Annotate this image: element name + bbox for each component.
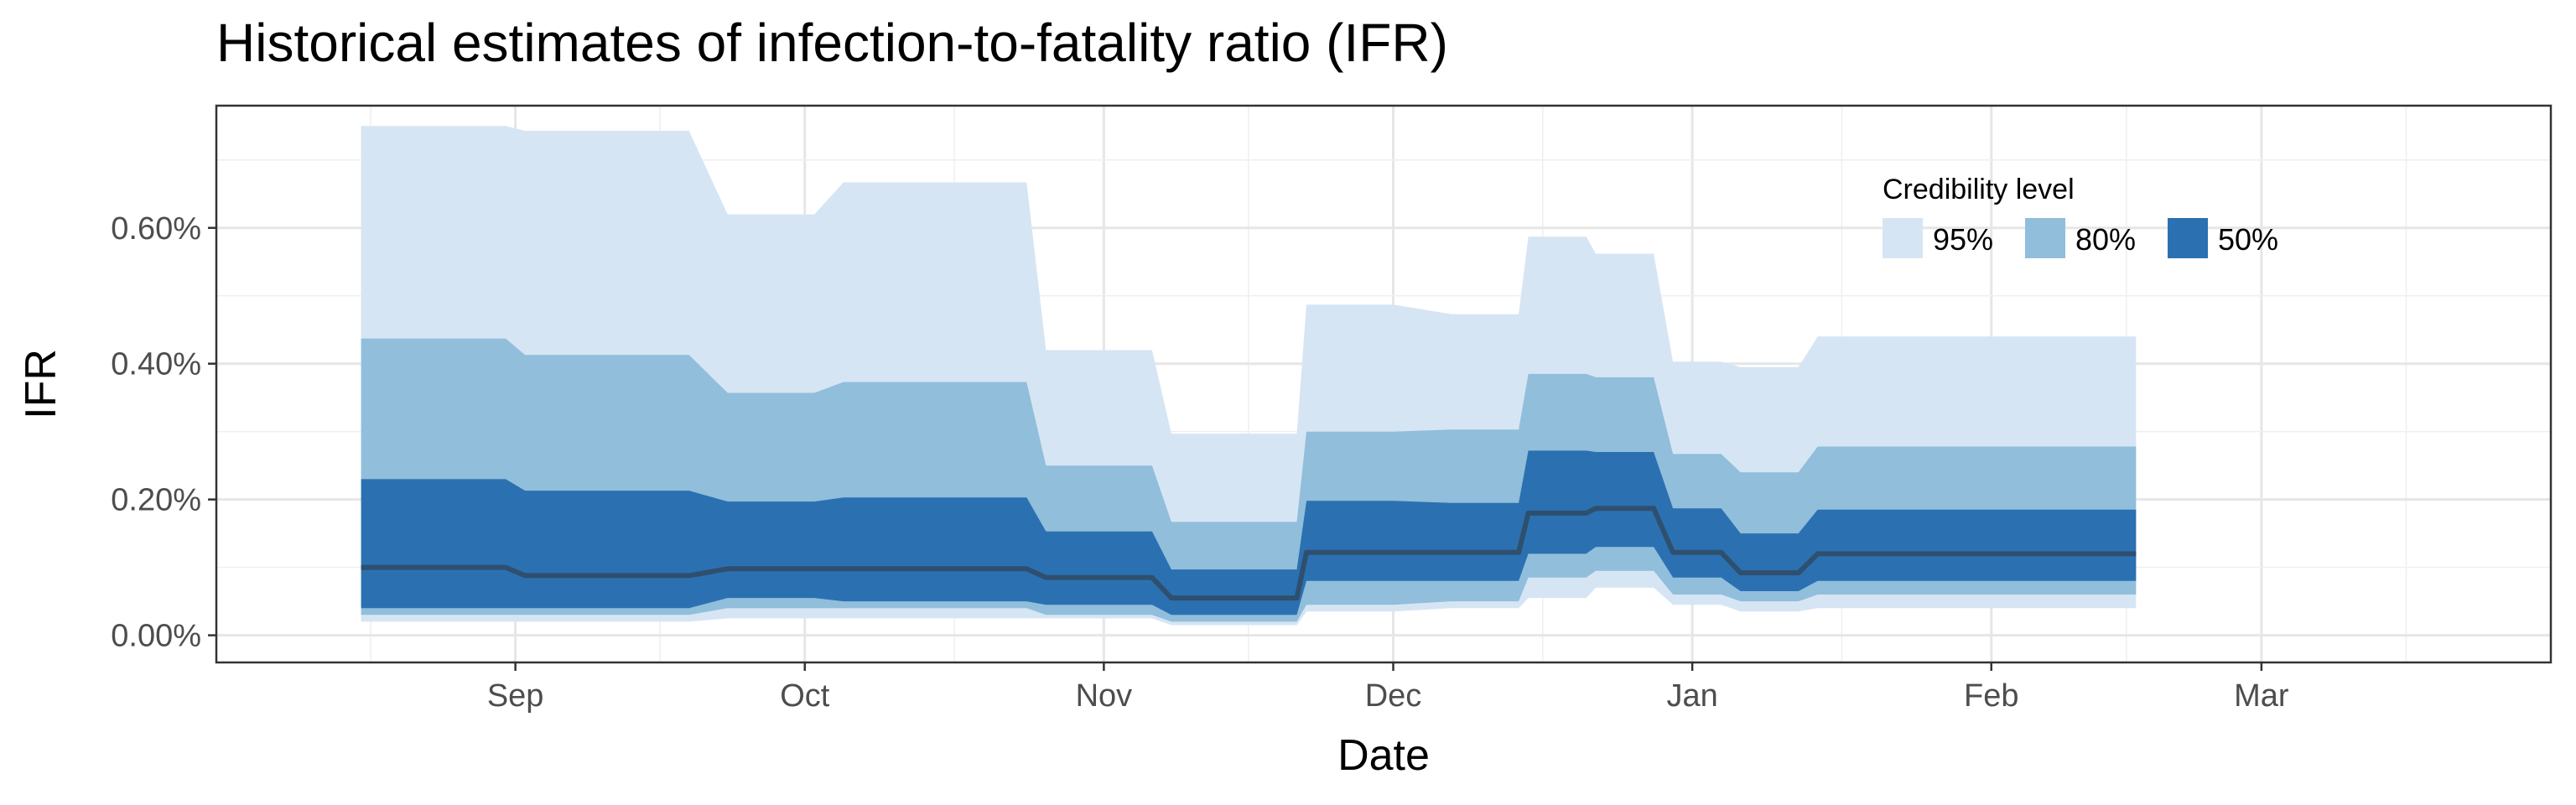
chart-title: Historical estimates of infection-to-fat…	[216, 13, 1448, 73]
x-tick-label: Mar	[2234, 678, 2289, 714]
median-line	[361, 506, 2137, 601]
legend-label: 50%	[2218, 222, 2278, 257]
legend-swatch	[2025, 218, 2065, 258]
x-tick-label: Oct	[780, 678, 830, 714]
y-axis: 0.00% 0.20% 0.40% 0.60%	[111, 211, 216, 654]
y-tick-label: 0.20%	[111, 483, 201, 518]
panel-border	[215, 104, 2553, 664]
band-50	[361, 450, 2137, 615]
y-tick-label: 0.00%	[111, 619, 201, 654]
x-tick-label: Jan	[1666, 678, 1717, 714]
legend-swatch	[1883, 218, 1923, 258]
median-ifr-line	[361, 506, 2137, 601]
legend: Credibility level 95% 80% 50%	[1883, 174, 2278, 258]
y-tick-label: 0.60%	[111, 211, 201, 247]
legend-label: 80%	[2075, 222, 2136, 257]
legend-title: Credibility level	[1883, 174, 2075, 205]
legend-swatch	[2168, 218, 2208, 258]
x-tick-label: Sep	[487, 678, 544, 714]
y-axis-title: IFR	[17, 349, 65, 419]
y-tick-label: 0.40%	[111, 347, 201, 382]
x-tick-label: Dec	[1365, 678, 1422, 714]
x-axis-title: Date	[1337, 731, 1430, 780]
x-tick-label: Nov	[1076, 678, 1133, 714]
x-tick-label: Feb	[1964, 678, 2018, 714]
x-axis: Sep Oct Nov Dec Jan Feb Mar	[487, 662, 2289, 714]
legend-label: 95%	[1933, 222, 1993, 257]
